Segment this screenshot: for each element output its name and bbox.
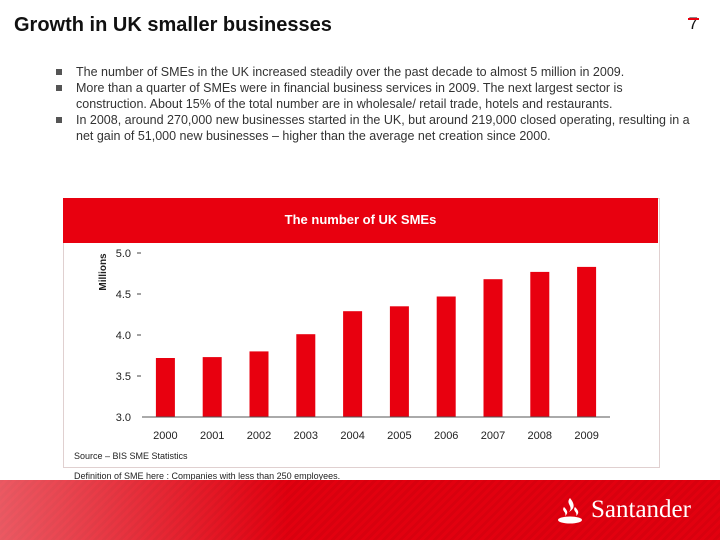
bar-2001 [202,357,222,417]
chart-title: The number of UK SMEs [284,212,437,227]
y-tick-label: 5.0 [116,248,131,260]
bullet-square-icon [56,69,62,75]
bar-2008 [530,271,550,417]
bar-2009 [577,266,597,417]
x-tick-label: 2008 [528,430,552,442]
y-tick-label: 4.5 [116,289,131,301]
bullet-text: The number of SMEs in the UK increased s… [76,65,625,79]
bar-2002 [249,351,269,417]
footer-band [0,480,720,540]
bar-2003 [296,334,316,417]
x-tick-label: 2006 [434,430,458,442]
x-tick-label: 2009 [574,430,598,442]
flame-icon [558,498,582,524]
y-tick-label: 4.0 [116,330,131,342]
bar-2000 [155,358,175,417]
page-number-strike [687,18,699,20]
bullet-list: The number of SMEs in the UK increased s… [56,64,696,144]
y-tick-label: 3.0 [116,412,131,424]
bullet-square-icon [56,117,62,123]
chart-title-band [63,198,658,243]
source-note: Source – BIS SME Statistics [74,451,188,461]
bar-2004 [343,311,363,417]
bullet-text: In 2008, around 270,000 new businesses s… [76,113,690,143]
bullet-item: The number of SMEs in the UK increased s… [56,64,696,80]
x-tick-label: 2001 [200,430,224,442]
bullet-item: More than a quarter of SMEs were in fina… [56,80,696,112]
x-tick-label: 2003 [294,430,318,442]
bullet-item: In 2008, around 270,000 new businesses s… [56,112,696,144]
bar-2006 [436,296,456,417]
page-number-text: 7 [688,14,698,33]
y-tick-label: 3.5 [116,371,131,383]
bullet-square-icon [56,85,62,91]
brand-name: Santander [591,496,691,523]
bullet-text: More than a quarter of SMEs were in fina… [76,81,623,111]
x-tick-label: 2005 [387,430,411,442]
bar-2005 [389,306,409,417]
x-tick-label: 2000 [153,430,177,442]
x-tick-label: 2007 [481,430,505,442]
x-tick-label: 2004 [340,430,364,442]
footer-fade [0,480,720,540]
brand-logo: Santander [555,495,691,525]
x-tick-label: 2002 [247,430,271,442]
page-title: Growth in UK smaller businesses [14,14,332,36]
bar-2007 [483,279,503,417]
definition-note: Definition of SME here : Companies with … [74,471,341,481]
page-number: 7 [687,14,699,34]
y-axis-label: Millions [98,253,109,291]
